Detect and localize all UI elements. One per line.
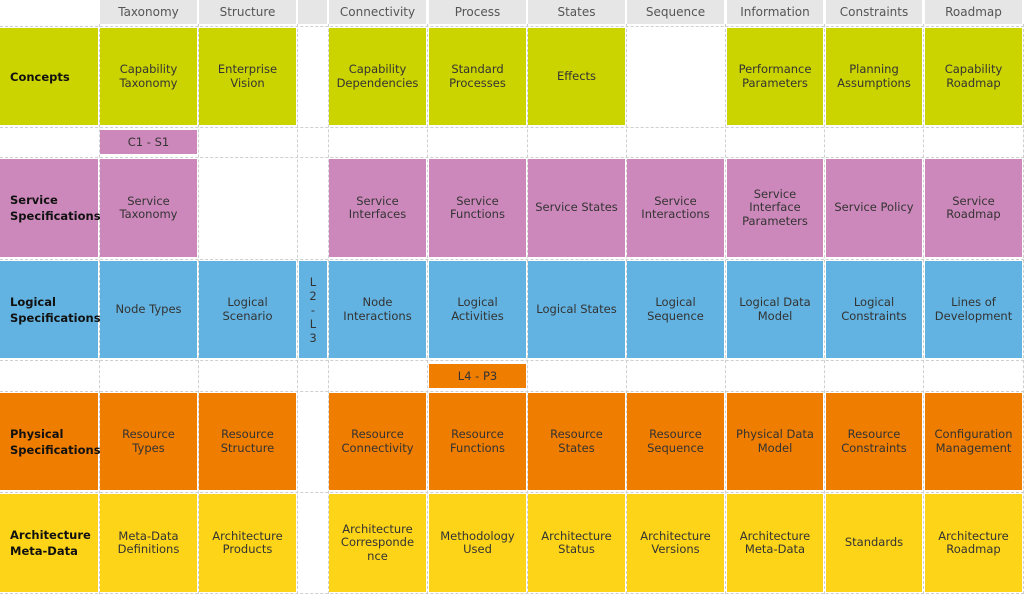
- cell-service-interface-parameters[interactable]: Service Interface Parameters: [727, 159, 823, 257]
- column-header-sequence: Sequence: [627, 0, 724, 24]
- cell-resource-constraints[interactable]: Resource Constraints: [826, 393, 922, 490]
- grid-line: [725, 24, 726, 594]
- cell-capability-taxonomy[interactable]: Capability Taxonomy: [100, 28, 197, 125]
- column-header-structure: Structure: [199, 0, 296, 24]
- cell-architecture-products[interactable]: Architecture Products: [199, 494, 296, 592]
- cell-resource-functions[interactable]: Resource Functions: [429, 393, 526, 490]
- cell-performance-parameters[interactable]: Performance Parameters: [727, 28, 823, 125]
- cell-standard-processes[interactable]: Standard Processes: [429, 28, 526, 125]
- cell-meta-data-definitions[interactable]: Meta-Data Definitions: [100, 494, 197, 592]
- cell-configuration-management[interactable]: Configuration Management: [925, 393, 1022, 490]
- grid-line: [0, 157, 1024, 158]
- grid-line: [0, 593, 1024, 594]
- column-header-blank: [298, 0, 327, 24]
- grid-line: [0, 26, 1024, 27]
- grid-line: [824, 24, 825, 594]
- cell-standards[interactable]: Standards: [826, 494, 922, 592]
- column-header-roadmap: Roadmap: [925, 0, 1022, 24]
- tag-c1-s1[interactable]: C1 - S1: [100, 130, 197, 154]
- cell-architecture-roadmap[interactable]: Architecture Roadmap: [925, 494, 1022, 592]
- cell-architecture-correspondence[interactable]: Architecture Correspondence: [329, 494, 426, 592]
- cell-planning-assumptions[interactable]: Planning Assumptions: [826, 28, 922, 125]
- row-label-service-specifications: Service Specifications: [0, 159, 101, 257]
- cell-service-interactions[interactable]: Service Interactions: [627, 159, 724, 257]
- grid-line: [0, 259, 1024, 260]
- cell-service-policy[interactable]: Service Policy: [826, 159, 922, 257]
- cell-physical-data-model[interactable]: Physical Data Model: [727, 393, 823, 490]
- cell-enterprise-vision[interactable]: Enterprise Vision: [199, 28, 296, 125]
- column-header-taxonomy: Taxonomy: [100, 0, 197, 24]
- grid-line: [626, 24, 627, 594]
- column-header-connectivity: Connectivity: [329, 0, 426, 24]
- cell-logical-sequence[interactable]: Logical Sequence: [627, 261, 724, 358]
- row-label-concepts: Concepts: [0, 28, 98, 125]
- cell-service-taxonomy[interactable]: Service Taxonomy: [100, 159, 197, 257]
- cell-service-functions[interactable]: Service Functions: [429, 159, 526, 257]
- cell-logical-scenario[interactable]: Logical Scenario: [199, 261, 296, 358]
- grid-line: [328, 24, 329, 594]
- cell-lines-of-development[interactable]: Lines of Development: [925, 261, 1022, 358]
- cell-service-roadmap[interactable]: Service Roadmap: [925, 159, 1022, 257]
- cell-resource-sequence[interactable]: Resource Sequence: [627, 393, 724, 490]
- grid-line: [198, 24, 199, 594]
- column-header-information: Information: [727, 0, 823, 24]
- cell-capability-dependencies[interactable]: Capability Dependencies: [329, 28, 426, 125]
- grid-line: [0, 391, 1024, 392]
- cell-architecture-meta-data[interactable]: Architecture Meta-Data: [727, 494, 823, 592]
- column-header-process: Process: [429, 0, 526, 24]
- grid-line: [427, 24, 428, 594]
- cell-resource-connectivity[interactable]: Resource Connectivity: [329, 393, 426, 490]
- cell-methodology-used[interactable]: Methodology Used: [429, 494, 526, 592]
- cell-effects[interactable]: Effects: [528, 28, 625, 125]
- grid-line: [297, 24, 298, 594]
- cell-capability-roadmap[interactable]: Capability Roadmap: [925, 28, 1022, 125]
- tag-l2-l3-char: L: [309, 316, 317, 331]
- cell-node-interactions[interactable]: Node Interactions: [329, 261, 426, 358]
- cell-resource-states[interactable]: Resource States: [528, 393, 625, 490]
- cell-resource-types[interactable]: Resource Types: [100, 393, 197, 490]
- tag-l2-l3-char: 2: [309, 288, 317, 303]
- tag-l2-l3-char: L: [309, 274, 317, 289]
- cell-architecture-status[interactable]: Architecture Status: [528, 494, 625, 592]
- cell-logical-states[interactable]: Logical States: [528, 261, 625, 358]
- tag-l2-l3-char: -: [310, 302, 316, 317]
- grid-line: [0, 360, 1024, 361]
- cell-logical-data-model[interactable]: Logical Data Model: [727, 261, 823, 358]
- column-header-constraints: Constraints: [826, 0, 922, 24]
- row-label-logical-specifications: Logical Specifications: [0, 261, 101, 358]
- cell-logical-constraints[interactable]: Logical Constraints: [826, 261, 922, 358]
- tag-l2-l3-char: 3: [309, 330, 317, 345]
- tag-l4-p3[interactable]: L4 - P3: [429, 364, 526, 388]
- cell-service-states[interactable]: Service States: [528, 159, 625, 257]
- row-label-architecture-meta-data: Architecture Meta-Data: [0, 494, 98, 592]
- grid-line: [99, 24, 100, 594]
- cell-service-interfaces[interactable]: Service Interfaces: [329, 159, 426, 257]
- row-label-physical-specifications: Physical Specifications: [0, 393, 101, 490]
- cell-logical-activities[interactable]: Logical Activities: [429, 261, 526, 358]
- cell-architecture-versions[interactable]: Architecture Versions: [627, 494, 724, 592]
- grid-line: [923, 24, 924, 594]
- cell-node-types[interactable]: Node Types: [100, 261, 197, 358]
- grid-line: [0, 492, 1024, 493]
- tag-l2-l3[interactable]: L 2 - L 3: [299, 261, 327, 358]
- grid-line: [0, 127, 1024, 128]
- column-header-states: States: [528, 0, 625, 24]
- cell-resource-structure[interactable]: Resource Structure: [199, 393, 296, 490]
- grid-line: [527, 24, 528, 594]
